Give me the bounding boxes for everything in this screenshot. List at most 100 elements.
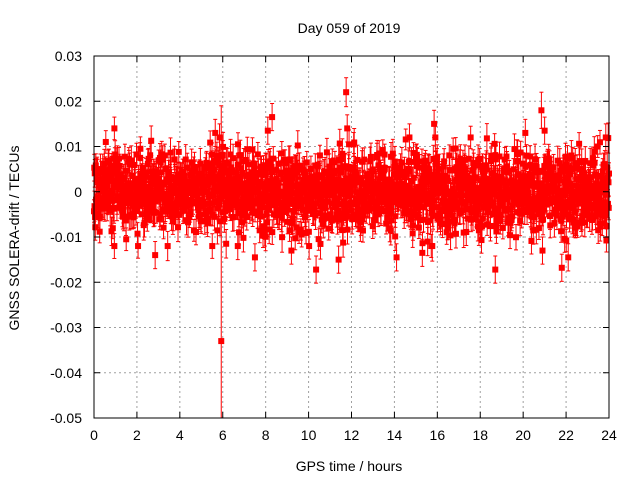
data-point <box>297 226 304 233</box>
data-point <box>92 224 99 231</box>
data-point <box>139 165 146 172</box>
data-point <box>179 168 186 175</box>
data-point <box>135 243 142 250</box>
data-point <box>167 149 174 156</box>
data-point <box>114 196 121 203</box>
data-point <box>242 187 249 194</box>
data-point <box>292 235 299 242</box>
data-point <box>374 188 381 195</box>
data-point <box>221 180 228 187</box>
data-point <box>223 240 230 247</box>
data-point <box>168 174 175 181</box>
data-point <box>109 197 116 204</box>
data-point <box>241 208 248 215</box>
data-point <box>237 152 244 159</box>
data-point <box>144 161 151 168</box>
data-point <box>392 233 399 240</box>
data-point <box>190 198 197 205</box>
data-point <box>280 156 287 163</box>
data-point <box>231 193 238 200</box>
data-point <box>175 148 182 155</box>
data-point <box>101 160 108 167</box>
data-point <box>318 182 325 189</box>
data-point <box>181 175 188 182</box>
data-point <box>239 212 246 219</box>
data-point <box>201 201 208 208</box>
data-point <box>268 163 275 170</box>
data-point <box>267 158 274 165</box>
data-point <box>301 214 308 221</box>
data-point <box>111 243 118 250</box>
data-point <box>118 182 125 189</box>
data-point <box>121 153 128 160</box>
data-point <box>263 210 270 217</box>
data-point <box>212 199 219 206</box>
data-point <box>148 180 155 187</box>
data-point <box>122 167 129 174</box>
data-point <box>132 207 139 214</box>
data-point <box>244 180 251 187</box>
data-point <box>96 213 103 220</box>
data-point <box>286 200 293 207</box>
data-point <box>125 189 132 196</box>
data-point <box>256 227 263 234</box>
data-point <box>102 167 109 174</box>
data-point <box>180 207 187 214</box>
data-point <box>367 158 374 165</box>
data-point <box>351 139 358 146</box>
data-point <box>367 153 374 160</box>
data-point <box>254 151 261 158</box>
data-point <box>298 231 305 238</box>
data-point <box>368 195 375 202</box>
data-point <box>126 161 133 168</box>
data-point <box>104 200 111 207</box>
data-point <box>327 175 334 182</box>
data-point <box>208 151 215 158</box>
data-point <box>105 158 112 165</box>
data-point <box>109 225 116 232</box>
data-point <box>174 224 181 231</box>
data-point <box>289 219 296 226</box>
data-point <box>159 156 166 163</box>
data-point <box>249 146 256 153</box>
data-point <box>107 207 114 214</box>
data-point <box>379 147 386 154</box>
data-point <box>317 210 324 217</box>
data-point <box>136 202 143 209</box>
data-point <box>215 156 222 163</box>
data-point <box>305 197 312 204</box>
data-point <box>130 211 137 218</box>
data-point <box>172 186 179 193</box>
data-point <box>282 160 289 167</box>
data-point <box>143 169 150 176</box>
data-point <box>170 190 177 197</box>
data-point <box>134 189 141 196</box>
data-point <box>265 203 272 210</box>
data-point <box>207 207 214 214</box>
data-point <box>184 164 191 171</box>
data-point <box>388 153 395 160</box>
data-point <box>198 217 205 224</box>
data-point <box>264 219 271 226</box>
data-point <box>402 190 409 197</box>
data-point <box>246 161 253 168</box>
data-point <box>157 169 164 176</box>
data-point <box>127 186 134 193</box>
data-point <box>203 163 210 170</box>
data-point <box>339 150 346 157</box>
data-point <box>282 194 289 201</box>
data-point <box>318 216 325 223</box>
data-point <box>244 146 251 153</box>
data-point <box>284 180 291 187</box>
data-point <box>303 159 310 166</box>
data-point <box>129 173 136 180</box>
data-point <box>322 169 329 176</box>
data-point <box>158 151 165 158</box>
data-point <box>249 204 256 211</box>
data-point <box>203 159 210 166</box>
data-point <box>269 229 276 236</box>
data-point <box>132 176 139 183</box>
data-point <box>169 218 176 225</box>
data-point <box>350 200 357 207</box>
data-point <box>380 193 387 200</box>
